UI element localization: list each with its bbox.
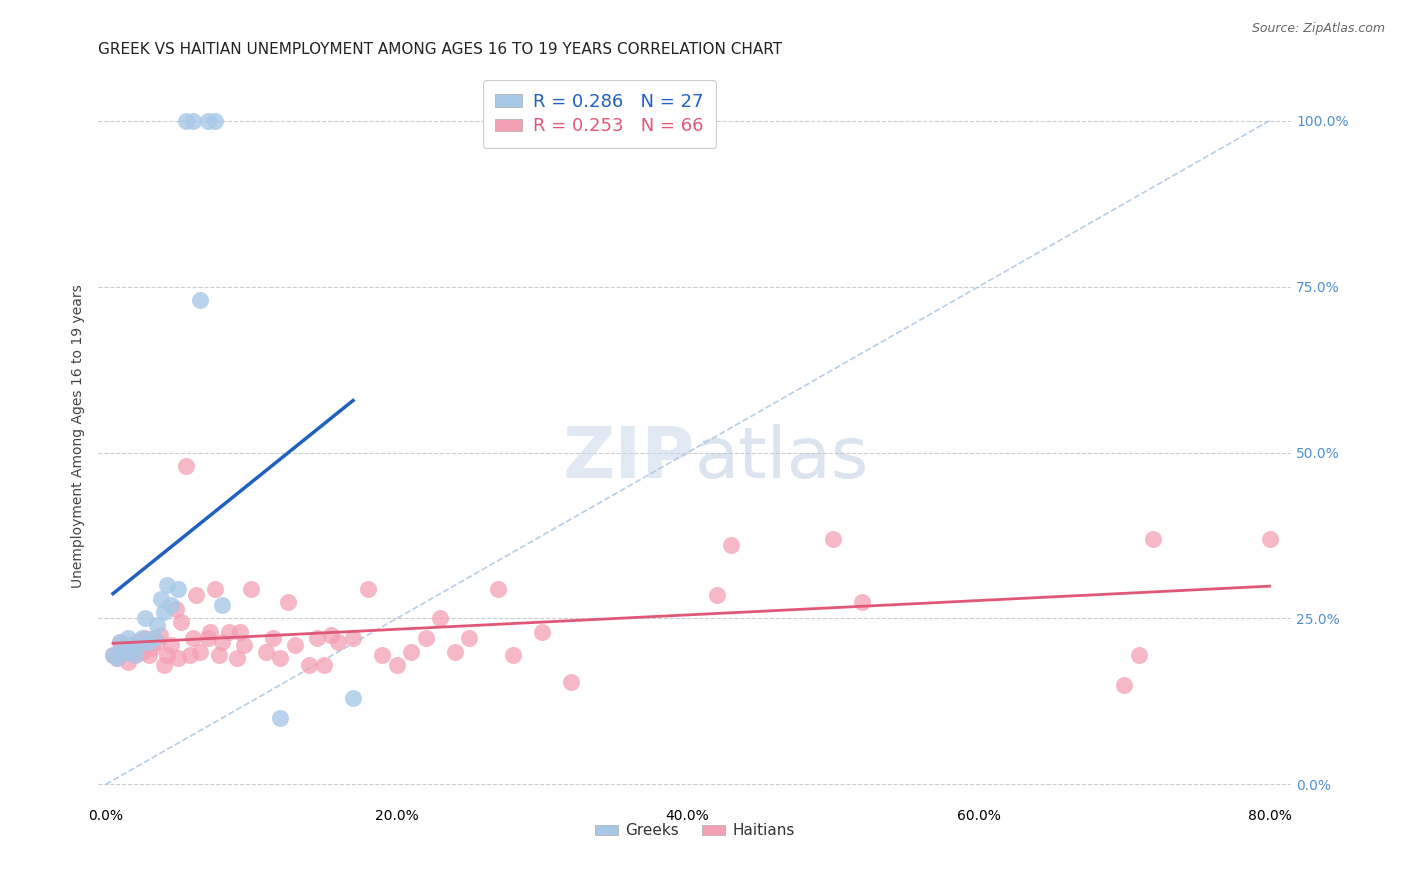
- Point: [101, 648, 124, 662]
- Point: [197, 113, 219, 128]
- Point: [118, 645, 141, 659]
- Point: [225, 651, 247, 665]
- Point: [720, 539, 742, 553]
- Point: [218, 624, 240, 639]
- Point: [174, 458, 197, 473]
- Point: [167, 651, 190, 665]
- Point: [1128, 648, 1150, 662]
- Point: [488, 582, 510, 596]
- Point: [112, 645, 135, 659]
- Point: [204, 113, 226, 128]
- Point: [150, 591, 173, 606]
- Point: [117, 655, 139, 669]
- Point: [117, 632, 139, 646]
- Point: [167, 582, 190, 596]
- Point: [429, 611, 451, 625]
- Point: [138, 634, 160, 648]
- Point: [305, 632, 328, 646]
- Point: [560, 674, 582, 689]
- Point: [851, 595, 873, 609]
- Point: [188, 293, 211, 307]
- Point: [269, 711, 291, 725]
- Point: [160, 598, 183, 612]
- Point: [200, 624, 222, 639]
- Point: [415, 632, 437, 646]
- Point: [197, 632, 219, 646]
- Point: [321, 628, 343, 642]
- Point: [706, 588, 728, 602]
- Point: [502, 648, 524, 662]
- Point: [444, 645, 467, 659]
- Point: [531, 624, 554, 639]
- Point: [145, 618, 167, 632]
- Point: [160, 638, 183, 652]
- Text: ZIP: ZIP: [562, 424, 695, 492]
- Point: [181, 632, 204, 646]
- Point: [170, 615, 193, 629]
- Point: [823, 532, 845, 546]
- Point: [371, 648, 394, 662]
- Point: [124, 648, 146, 662]
- Point: [112, 645, 135, 659]
- Point: [1258, 532, 1281, 546]
- Point: [204, 582, 226, 596]
- Point: [254, 645, 277, 659]
- Point: [1142, 532, 1164, 546]
- Point: [298, 657, 321, 672]
- Point: [156, 578, 179, 592]
- Point: [228, 624, 250, 639]
- Point: [148, 628, 170, 642]
- Point: [211, 634, 233, 648]
- Point: [134, 632, 156, 646]
- Point: [399, 645, 422, 659]
- Point: [240, 582, 263, 596]
- Point: [356, 582, 378, 596]
- Point: [342, 691, 364, 706]
- Point: [312, 657, 335, 672]
- Point: [105, 651, 128, 665]
- Point: [127, 638, 149, 652]
- Point: [181, 113, 204, 128]
- Point: [134, 611, 156, 625]
- Point: [124, 648, 146, 662]
- Point: [110, 634, 132, 648]
- Point: [141, 641, 163, 656]
- Point: [142, 632, 165, 646]
- Point: [138, 648, 160, 662]
- Point: [277, 595, 299, 609]
- Point: [284, 638, 307, 652]
- Point: [153, 657, 176, 672]
- Point: [105, 651, 128, 665]
- Y-axis label: Unemployment Among Ages 16 to 19 years: Unemployment Among Ages 16 to 19 years: [72, 285, 86, 588]
- Point: [385, 657, 408, 672]
- Point: [121, 641, 143, 656]
- Point: [188, 645, 211, 659]
- Text: atlas: atlas: [695, 424, 869, 492]
- Point: [232, 638, 254, 652]
- Point: [121, 638, 143, 652]
- Point: [211, 598, 233, 612]
- Point: [179, 648, 201, 662]
- Point: [110, 634, 132, 648]
- Legend: Greeks, Haitians: Greeks, Haitians: [589, 817, 801, 845]
- Point: [269, 651, 291, 665]
- Point: [153, 605, 176, 619]
- Point: [174, 113, 197, 128]
- Point: [145, 634, 167, 648]
- Point: [165, 601, 187, 615]
- Point: [458, 632, 481, 646]
- Point: [131, 632, 153, 646]
- Point: [184, 588, 207, 602]
- Point: [156, 648, 179, 662]
- Point: [342, 632, 364, 646]
- Point: [1112, 678, 1135, 692]
- Point: [127, 634, 149, 648]
- Point: [131, 645, 153, 659]
- Text: Source: ZipAtlas.com: Source: ZipAtlas.com: [1251, 22, 1385, 36]
- Point: [328, 634, 350, 648]
- Point: [101, 648, 124, 662]
- Point: [262, 632, 284, 646]
- Text: GREEK VS HAITIAN UNEMPLOYMENT AMONG AGES 16 TO 19 YEARS CORRELATION CHART: GREEK VS HAITIAN UNEMPLOYMENT AMONG AGES…: [98, 42, 783, 57]
- Point: [208, 648, 231, 662]
